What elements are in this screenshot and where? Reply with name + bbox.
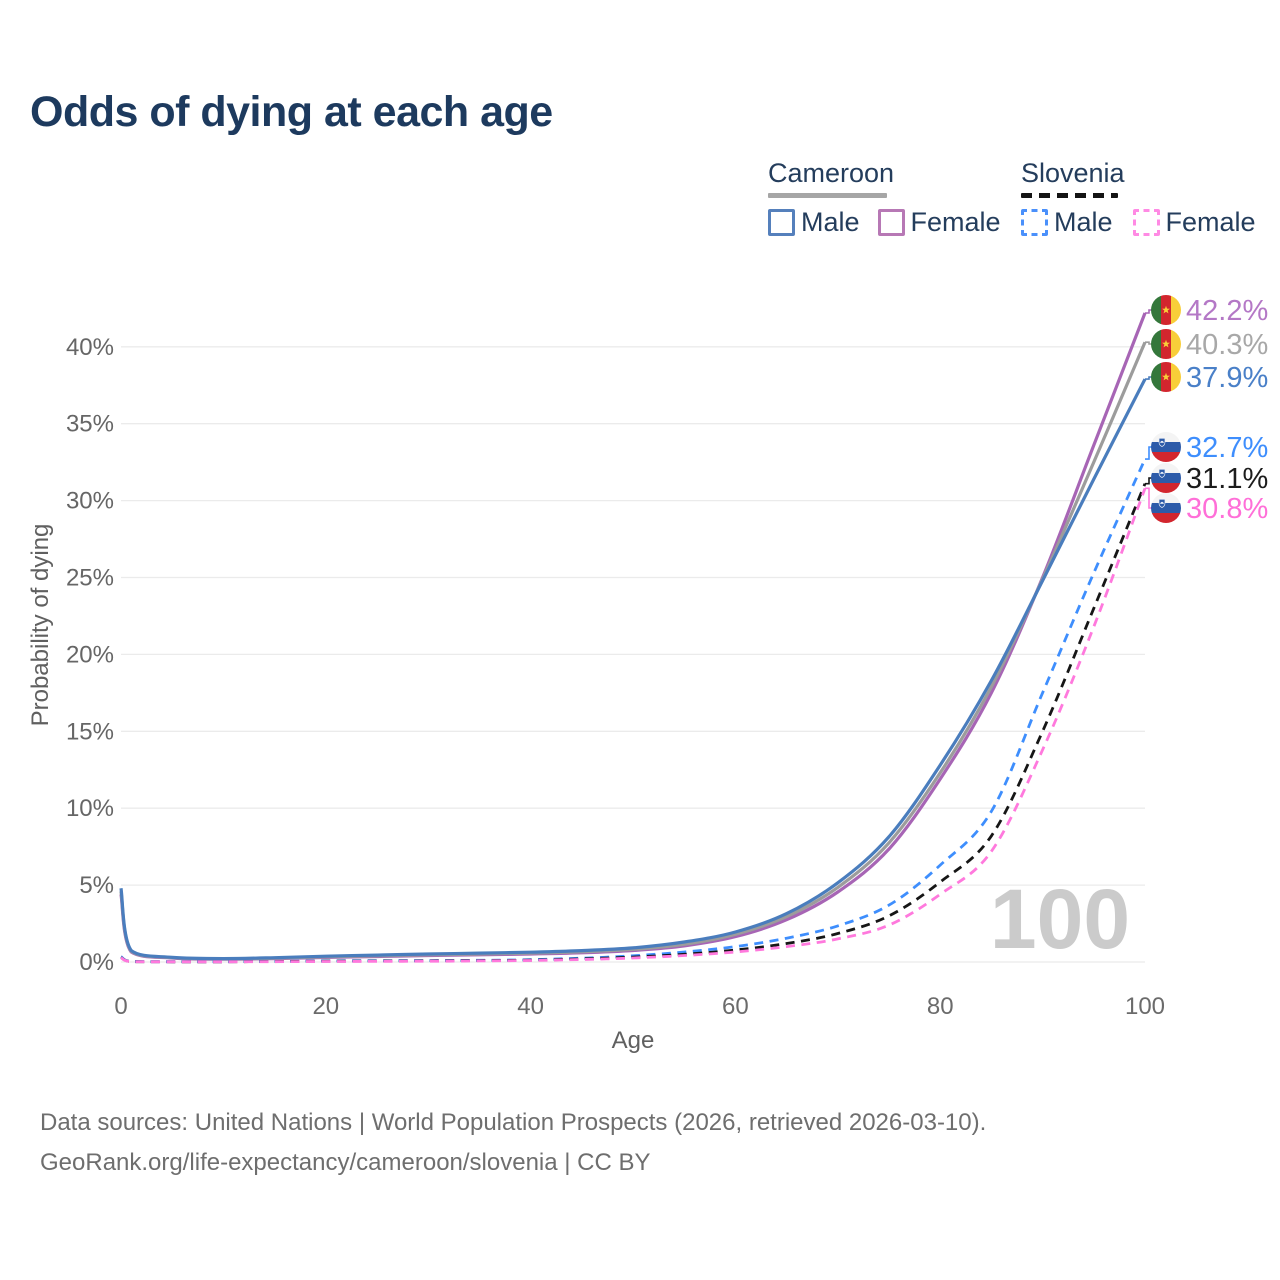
legend-group-cameroon: Cameroon Male Female xyxy=(768,158,1001,238)
end-value-label-slovenia-both-sexes: 31.1% xyxy=(1186,463,1268,495)
footer-attribution: GeoRank.org/life-expectancy/cameroon/slo… xyxy=(40,1149,651,1176)
legend-country-cameroon: Cameroon xyxy=(768,158,895,188)
end-value-label-slovenia-female: 30.8% xyxy=(1186,493,1268,525)
axis-labels: 0% 5% 10% 15% 20% 25% 30% 35% 40% 0 20 40 60 80 100 Age… xyxy=(27,334,1165,1054)
y-tick-label: 10% xyxy=(66,795,114,822)
slovenia-flag-icon xyxy=(1151,493,1181,523)
y-tick-label: 35% xyxy=(66,411,114,438)
age-counter: 100 xyxy=(990,872,1130,966)
slovenia-flag-icon xyxy=(1151,432,1181,462)
slovenia-linestyle-swatch xyxy=(1021,193,1118,198)
series-line-slovenia-female xyxy=(120,487,1147,964)
legend-checkbox-slovenia-male[interactable] xyxy=(1021,209,1048,236)
legend-group-slovenia: Slovenia Male Female xyxy=(1021,158,1256,238)
label-connector-slovenia-both-sexes xyxy=(1145,477,1152,485)
legend-label-cameroon-male[interactable]: Male xyxy=(801,207,860,237)
y-tick-label: 15% xyxy=(66,718,114,745)
cameroon-flag-icon xyxy=(1151,295,1181,325)
cameroon-linestyle-swatch xyxy=(768,193,887,198)
x-tick-label: 80 xyxy=(927,993,954,1020)
label-connector-slovenia-female xyxy=(1145,487,1152,509)
x-tick-label: 0 xyxy=(114,993,127,1020)
y-axis-title: Probability of dying xyxy=(27,524,54,727)
y-tick-label: 25% xyxy=(66,565,114,592)
series-line-cameroon-both-sexes xyxy=(119,341,1147,961)
end-value-label-cameroon-male: 37.9% xyxy=(1186,362,1268,394)
legend-country-slovenia: Slovenia xyxy=(1021,158,1125,188)
x-tick-label: 100 xyxy=(1125,993,1165,1020)
footer: Data sources: United Nations | World Pop… xyxy=(40,1103,986,1183)
age-counter-value: 100 xyxy=(990,872,1130,966)
legend: Cameroon Male Female Slovenia Male Femal… xyxy=(0,158,1280,248)
end-value-label-cameroon-both-sexes: 40.3% xyxy=(1186,329,1268,361)
legend-checkbox-slovenia-female[interactable] xyxy=(1132,209,1160,236)
legend-checkbox-cameroon-male[interactable] xyxy=(768,209,795,236)
series-line-cameroon-female xyxy=(119,312,1147,961)
x-tick-label: 20 xyxy=(312,993,339,1020)
chart-canvas[interactable]: 0% 5% 10% 15% 20% 25% 30% 35% 40% 0 20 40 60 80 100 Age… xyxy=(0,0,1280,1080)
gridlines xyxy=(121,346,1145,963)
legend-label-slovenia-male[interactable]: Male xyxy=(1054,207,1113,237)
y-tick-label: 20% xyxy=(66,641,114,668)
label-connector-cameroon-female xyxy=(1145,309,1152,314)
legend-checkbox-cameroon-female[interactable] xyxy=(877,209,905,236)
page-title: Odds of dying at each age xyxy=(30,88,553,136)
end-value-label-cameroon-female: 42.2% xyxy=(1186,295,1268,327)
x-axis-title: Age xyxy=(612,1027,655,1054)
y-tick-label: 5% xyxy=(79,872,114,899)
label-connector-cameroon-male xyxy=(1145,376,1152,380)
footer-data-sources: Data sources: United Nations | World Pop… xyxy=(40,1109,987,1136)
end-labels: 42.2%40.3%37.9% 32.7%31.1%30.8% xyxy=(1145,295,1268,525)
label-connector-slovenia-male xyxy=(1145,446,1152,460)
y-tick-label: 30% xyxy=(66,488,114,515)
label-connector-cameroon-both-sexes xyxy=(1145,341,1152,345)
legend-label-cameroon-female[interactable]: Female xyxy=(910,207,1001,237)
cameroon-flag-icon xyxy=(1151,362,1181,392)
y-tick-label: 40% xyxy=(66,334,114,361)
x-tick-label: 60 xyxy=(722,993,749,1020)
series-lines xyxy=(119,312,1147,964)
legend-label-slovenia-female[interactable]: Female xyxy=(1165,207,1256,237)
x-tick-label: 40 xyxy=(517,993,544,1020)
end-value-label-slovenia-male: 32.7% xyxy=(1186,432,1268,464)
slovenia-flag-icon xyxy=(1151,463,1181,493)
cameroon-flag-icon xyxy=(1151,329,1181,359)
y-tick-label: 0% xyxy=(79,949,114,976)
series-line-cameroon-male xyxy=(119,378,1147,961)
